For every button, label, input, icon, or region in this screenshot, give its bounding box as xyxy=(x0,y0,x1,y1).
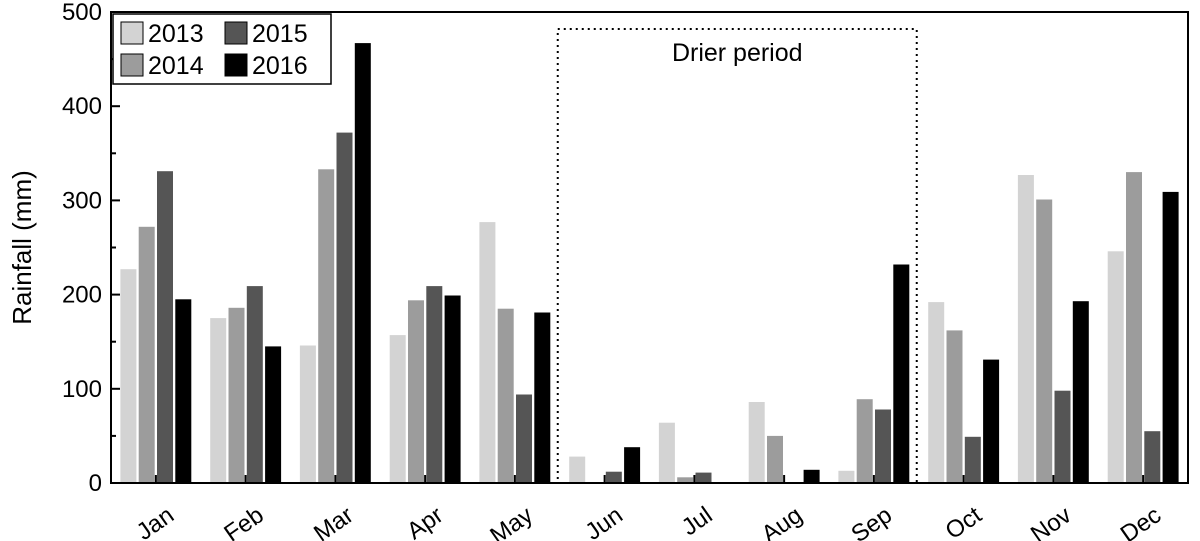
legend: 2013 2014 2015 2016 xyxy=(112,13,332,85)
legend-label-2013: 2013 xyxy=(148,20,204,48)
bar-nov-2013 xyxy=(1017,175,1034,483)
x-tick-label-jun: Jun xyxy=(581,502,628,541)
x-tick-label-jul: Jul xyxy=(677,502,718,541)
bar-sep-2014 xyxy=(856,399,873,483)
bar-feb-2016 xyxy=(265,346,282,483)
bar-dec-2013 xyxy=(1107,251,1124,483)
legend-label-2014: 2014 xyxy=(148,52,204,80)
x-tick-label-oct: Oct xyxy=(941,501,987,541)
bar-apr-2014 xyxy=(408,300,424,483)
bar-jun-2013 xyxy=(569,456,586,483)
y-tick-label: 300 xyxy=(62,187,102,214)
bar-oct-2014 xyxy=(946,330,963,483)
bar-dec-2015 xyxy=(1144,431,1161,483)
y-tick-label: 100 xyxy=(62,376,102,403)
bar-sep-2015 xyxy=(875,409,891,483)
bar-nov-2015 xyxy=(1054,390,1071,483)
y-axis: 0 100 200 300 400 500 xyxy=(62,0,120,497)
x-tick-label-nov: Nov xyxy=(1026,502,1076,541)
bar-jul-2014 xyxy=(677,477,694,483)
legend-label-2016: 2016 xyxy=(252,52,308,80)
y-tick-label: 400 xyxy=(62,93,102,120)
bar-jan-2013 xyxy=(120,269,137,483)
x-tick-label-dec: Dec xyxy=(1116,502,1166,541)
y-tick-label: 0 xyxy=(89,470,102,497)
legend-swatch-2015 xyxy=(224,21,248,45)
bar-feb-2013 xyxy=(210,318,227,483)
bar-aug-2013 xyxy=(748,402,765,483)
x-tick-label-mar: Mar xyxy=(309,502,358,541)
bar-mar-2013 xyxy=(299,345,316,483)
bars-layer xyxy=(120,43,1179,484)
bar-apr-2015 xyxy=(426,286,443,483)
legend-swatch-2016 xyxy=(224,53,248,77)
bar-jul-2013 xyxy=(658,422,675,483)
bar-feb-2014 xyxy=(228,307,245,483)
bar-may-2014 xyxy=(497,308,514,483)
bar-jan-2016 xyxy=(175,299,192,483)
x-axis: Jan Feb Mar Apr May Jun Jul Aug Sep Oct Nov Dec xyxy=(132,475,1166,541)
bar-aug-2016 xyxy=(803,469,820,483)
legend-label-2015: 2015 xyxy=(252,20,308,48)
bar-sep-2013 xyxy=(838,470,855,483)
x-tick-label-feb: Feb xyxy=(219,502,268,541)
bar-apr-2016 xyxy=(444,295,461,483)
x-tick-label-sep: Sep xyxy=(846,502,896,541)
bar-jan-2014 xyxy=(138,226,155,484)
bar-mar-2015 xyxy=(336,132,353,483)
bar-jun-2016 xyxy=(624,447,641,483)
bar-mar-2014 xyxy=(318,169,335,484)
x-tick-label-apr: Apr xyxy=(402,502,448,541)
bar-oct-2016 xyxy=(983,359,1000,483)
bar-nov-2014 xyxy=(1036,199,1053,483)
bar-nov-2016 xyxy=(1072,301,1089,483)
bar-aug-2014 xyxy=(767,435,783,483)
y-tick-label: 500 xyxy=(62,0,102,26)
legend-frame xyxy=(112,13,332,85)
bar-may-2015 xyxy=(516,394,532,483)
drier-period-box: Drier period xyxy=(556,28,918,484)
x-tick-label-aug: Aug xyxy=(757,502,807,541)
bar-may-2016 xyxy=(534,312,551,483)
bar-dec-2014 xyxy=(1126,172,1142,483)
x-tick-label-may: May xyxy=(485,502,538,541)
bar-feb-2015 xyxy=(246,286,263,483)
drier-period-label: Drier period xyxy=(672,39,803,67)
bar-jul-2015 xyxy=(695,472,712,483)
bar-jun-2015 xyxy=(605,471,622,483)
bar-mar-2016 xyxy=(354,43,371,483)
y-tick-label: 200 xyxy=(62,282,102,309)
bar-dec-2016 xyxy=(1162,191,1179,483)
legend-swatch-2014 xyxy=(120,53,144,77)
y-axis-title: Rainfall (mm) xyxy=(7,170,37,325)
bar-may-2013 xyxy=(479,222,496,483)
x-tick-label-jan: Jan xyxy=(132,502,179,541)
bar-oct-2013 xyxy=(928,302,945,483)
bar-apr-2013 xyxy=(389,335,406,483)
bar-jan-2015 xyxy=(157,171,173,483)
legend-swatch-2013 xyxy=(120,21,144,45)
bar-oct-2015 xyxy=(964,436,981,483)
bar-sep-2016 xyxy=(893,264,910,483)
